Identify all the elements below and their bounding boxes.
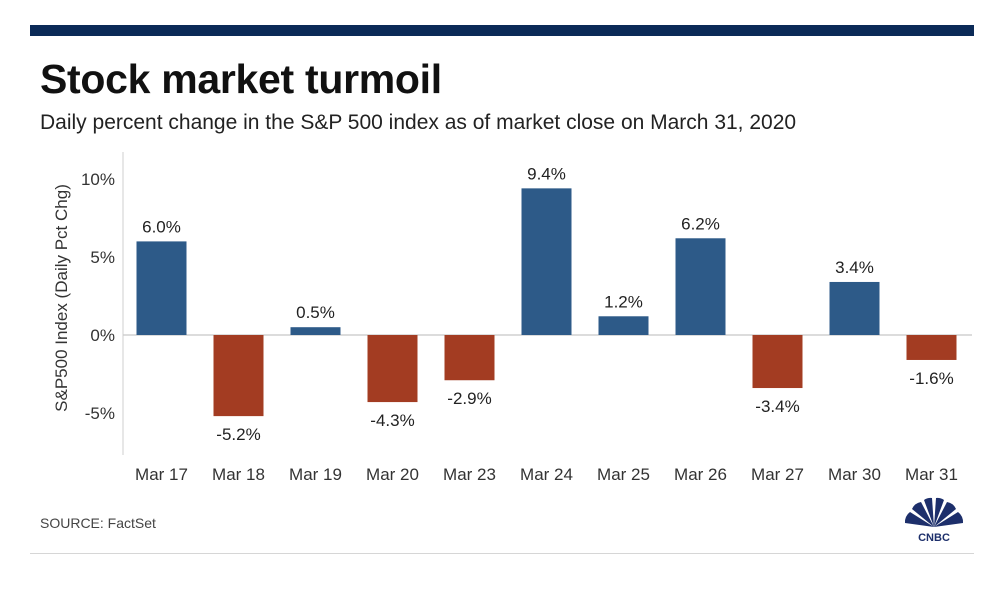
data-label: 9.4% — [527, 164, 566, 183]
x-tick-label: Mar 19 — [289, 465, 342, 484]
x-tick-label: Mar 25 — [597, 465, 650, 484]
data-label: -2.9% — [447, 389, 491, 408]
bar — [906, 335, 957, 360]
y-tick-label: -5% — [85, 404, 115, 423]
chart-subtitle: Daily percent change in the S&P 500 inde… — [40, 111, 797, 134]
bar — [290, 327, 341, 335]
chart-title: Stock market turmoil — [40, 56, 442, 102]
x-tick-label: Mar 23 — [443, 465, 496, 484]
bar-chart: S&P500 Index (Daily Pct Chg) 10%5%0%-5% … — [52, 152, 972, 484]
x-tick-label: Mar 30 — [828, 465, 881, 484]
x-tick-label: Mar 26 — [674, 465, 727, 484]
data-label: 1.2% — [604, 292, 643, 311]
bar — [444, 335, 495, 381]
bar — [521, 188, 572, 335]
bottom-divider — [30, 553, 974, 554]
data-label: -5.2% — [216, 425, 260, 444]
y-tick-label: 10% — [81, 170, 115, 189]
data-label: 6.0% — [142, 217, 181, 236]
y-tick-label: 0% — [90, 326, 115, 345]
cnbc-peacock-logo-icon: CNBC — [904, 497, 964, 543]
x-tick-label: Mar 18 — [212, 465, 265, 484]
bar — [136, 241, 187, 335]
bar — [598, 316, 649, 335]
data-label: -4.3% — [370, 411, 414, 430]
y-tick-label: 5% — [90, 248, 115, 267]
top-accent-bar — [30, 25, 974, 36]
bar — [367, 335, 418, 403]
cnbc-logo-text: CNBC — [918, 532, 950, 543]
data-label: 3.4% — [835, 258, 874, 277]
x-tick-label: Mar 20 — [366, 465, 419, 484]
data-label: -3.4% — [755, 397, 799, 416]
source-note: SOURCE: FactSet — [40, 515, 156, 531]
data-label: 0.5% — [296, 303, 335, 322]
data-label: 6.2% — [681, 214, 720, 233]
y-axis-label: S&P500 Index (Daily Pct Chg) — [52, 184, 71, 412]
x-tick-label: Mar 17 — [135, 465, 188, 484]
x-tick-label: Mar 31 — [905, 465, 958, 484]
x-tick-label: Mar 27 — [751, 465, 804, 484]
x-tick-label: Mar 24 — [520, 465, 573, 484]
data-label: -1.6% — [909, 369, 953, 388]
bar — [213, 335, 264, 417]
bar — [752, 335, 803, 389]
bar — [829, 281, 880, 335]
bar — [675, 238, 726, 335]
